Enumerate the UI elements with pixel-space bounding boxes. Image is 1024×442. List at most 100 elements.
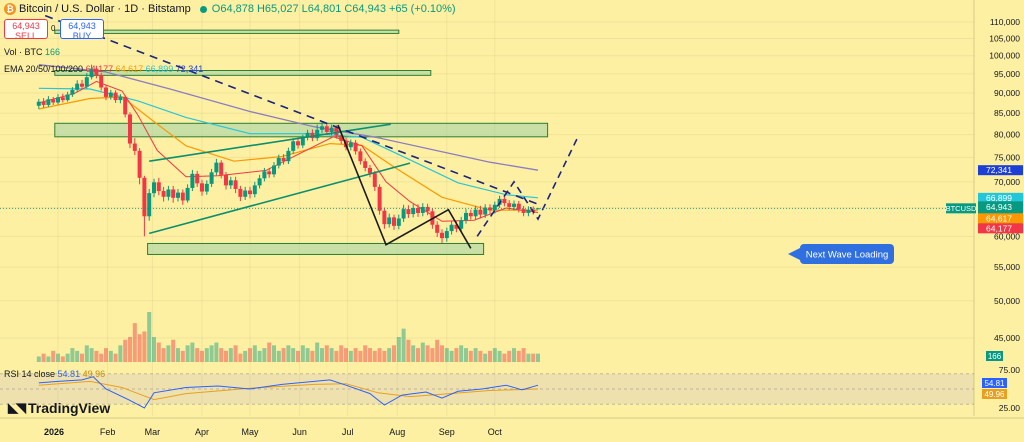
rsi-legend[interactable]: RSI 14 close 54.81 49.96 [4,369,105,379]
candle-body [89,68,94,78]
candle [128,112,132,149]
tradingview-logo[interactable]: ◣◥ TradingView [8,400,110,416]
volume-bar [94,350,99,362]
projection-path [476,136,579,237]
volume-bar [473,348,478,362]
volume-bar [296,350,300,362]
buy-button[interactable]: 64,943 BUY [60,19,104,41]
rsi-label-box [982,389,1007,399]
candle-body [195,173,200,184]
volume-bar [334,350,339,362]
time-tick-label: May [241,427,259,437]
volume-bar [468,350,473,362]
candle-body [252,185,257,195]
support-resistance-zone [54,29,400,34]
volume-bar [320,348,324,362]
spread-value: 0 [51,24,56,33]
candles [36,64,540,243]
ohlc-high: H65,027 [256,3,299,15]
volume-bar [411,345,416,362]
candle [348,139,353,151]
volume-legend[interactable]: Vol · BTC 166 [4,47,60,57]
candle [108,89,113,100]
sell-button[interactable]: 64,943 SELL [4,19,48,41]
volume-bar [291,348,296,362]
candle-body [214,162,219,173]
sell-label: SELL [14,31,38,41]
candle [156,177,161,196]
volume-bar [238,353,243,362]
annotation-callout: Next Wave Loading [788,244,894,264]
candle-body [339,135,344,141]
price-label: 66,899 [978,192,1023,203]
price-tick-label: 90,000 [994,88,1020,98]
price-label-box [978,213,1023,224]
ohlc-open: O64,878 [211,3,254,15]
candle-body [248,190,252,195]
volume-bar [488,350,492,362]
bitcoin-icon: ₿ [4,3,16,15]
volume-bar [171,339,176,362]
callout-box [800,244,894,264]
volume-bar [243,350,248,362]
candle [488,204,492,214]
volume-bar [219,348,224,362]
candle-body [142,177,147,217]
rsi-value-label: 54.81 [982,378,1007,388]
candle-body [473,209,478,217]
ema20-value: 64,177 [85,64,114,74]
candle [228,176,233,189]
candle-body [108,92,113,97]
candle-body [516,203,521,210]
volume-bar [512,348,516,362]
volume-bar [113,353,118,362]
candle-body [70,89,75,95]
volume-bar [75,350,80,362]
candle-body [363,161,368,168]
volume-bar [344,348,348,362]
ema100-value: 66,899 [145,64,174,74]
volume-label-box [986,351,1003,361]
candle-body [372,173,377,187]
volume-bar [166,345,171,362]
volume-bar [396,337,401,362]
candle [440,229,444,243]
candle-body [176,192,180,198]
volume-bar [224,350,228,362]
candle [46,96,51,107]
candle [75,80,80,93]
candle-body [411,208,416,215]
candle-body [41,101,46,105]
candle [89,64,94,80]
volume-legend-value: 166 [45,47,61,57]
volume-bar [84,345,89,362]
candle-body [406,209,411,215]
buy-price: 64,943 [68,21,96,31]
candle-body [401,209,406,219]
candle-body [488,207,492,211]
candle-body [396,218,401,226]
candle [190,169,195,192]
candle-body [324,126,329,132]
price-label: 72,341 [978,165,1023,176]
volume-bar [209,345,214,362]
volume-bar [363,345,368,362]
candle [464,209,468,224]
candle-body [502,198,507,204]
candle [468,209,473,220]
ema200-line [38,64,539,171]
volume-bar [257,350,262,362]
candle [516,201,521,213]
volume-bar [137,334,142,362]
candle [473,205,478,220]
volume-bar [281,348,286,362]
volume-bar [46,356,51,362]
ema-legend[interactable]: EMA 20/50/100/200 64,177 64,617 66,899 7… [4,64,203,74]
candle-body [156,182,161,192]
price-label-text: 72,341 [986,165,1012,175]
symbol-title[interactable]: Bitcoin / U.S. Dollar · 1D · Bitstamp [19,3,191,15]
candle-body [358,151,363,162]
volume-bar [128,337,132,362]
